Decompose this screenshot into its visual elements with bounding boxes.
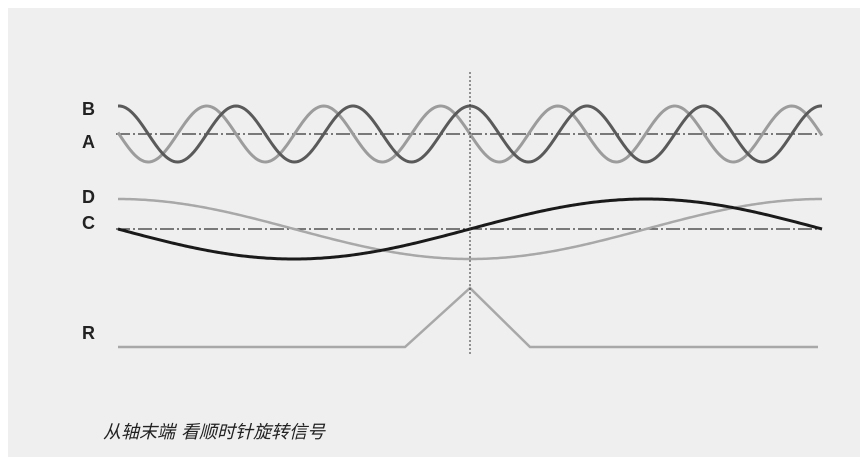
label-c: C: [82, 213, 95, 233]
caption: 从轴末端 看顺时针旋转信号: [103, 418, 325, 444]
diagram-panel: [8, 8, 860, 457]
label-b: B: [82, 99, 95, 119]
label-r: R: [82, 323, 95, 343]
label-d: D: [82, 187, 95, 207]
signal-r-pulse: [118, 286, 818, 349]
caption-part-1: 从轴末端: [103, 422, 175, 443]
caption-part-2: 看顺时针旋转信号: [181, 422, 325, 443]
label-a: A: [82, 132, 95, 152]
signal-d-wave: [118, 197, 822, 261]
